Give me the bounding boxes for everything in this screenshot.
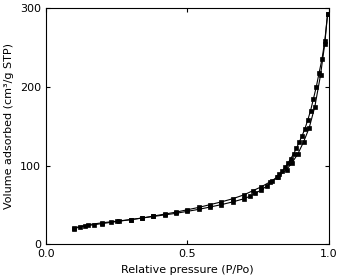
X-axis label: Relative pressure (P/Po): Relative pressure (P/Po) — [121, 265, 254, 275]
Y-axis label: Volume adsorbed (cm³/g STP): Volume adsorbed (cm³/g STP) — [4, 43, 14, 209]
